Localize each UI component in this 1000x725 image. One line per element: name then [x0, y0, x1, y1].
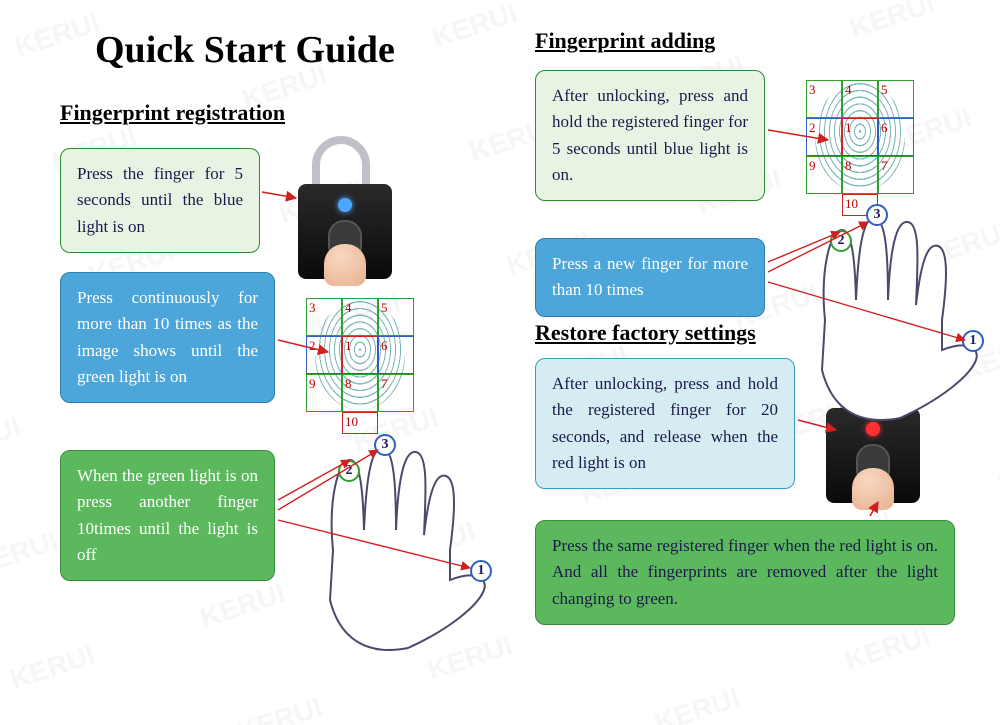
fingerprint-cell: 8	[342, 374, 378, 412]
fingerprint-cell: 3	[306, 298, 342, 336]
box-restore-step1: After unlocking, press and hold the regi…	[535, 358, 795, 489]
box-add-step1: After unlocking, press and hold the regi…	[535, 70, 765, 201]
hand-number-badge: 3	[374, 434, 396, 456]
hand-number-badge: 1	[470, 560, 492, 582]
fingerprint-cell: 5	[378, 298, 414, 336]
fingerprint-cell: 2	[306, 336, 342, 374]
fingerprint-grid-registration: 34521698710	[300, 290, 420, 440]
fingerprint-cell: 1	[842, 118, 878, 156]
box-reg-step2: Press continuously for more than 10 time…	[60, 272, 275, 403]
section-heading-restore: Restore factory settings	[535, 320, 756, 346]
section-heading-adding: Fingerprint adding	[535, 28, 715, 54]
section-heading-registration: Fingerprint registration	[60, 100, 285, 126]
fingerprint-cell: 4	[842, 80, 878, 118]
hand-number-badge: 3	[866, 204, 888, 226]
box-reg-step3: When the green light is on press another…	[60, 450, 275, 581]
fingerprint-cell: 5	[878, 80, 914, 118]
hand-image-adding: 321	[770, 200, 980, 430]
hand-image-registration: 321	[278, 430, 488, 660]
padlock-image-registration	[290, 136, 400, 281]
hand-number-badge: 2	[830, 230, 852, 252]
main-title: Quick Start Guide	[95, 28, 395, 72]
hand-number-badge: 1	[962, 330, 984, 352]
hand-number-badge: 2	[338, 460, 360, 482]
fingerprint-cell: 9	[806, 156, 842, 194]
fingerprint-cell: 7	[378, 374, 414, 412]
fingerprint-cell: 2	[806, 118, 842, 156]
box-reg-step1: Press the finger for 5 seconds until the…	[60, 148, 260, 253]
box-add-step2: Press a new finger for more than 10 time…	[535, 238, 765, 317]
fingerprint-cell: 7	[878, 156, 914, 194]
fingerprint-cell: 1	[342, 336, 378, 374]
box-restore-step2: Press the same registered finger when th…	[535, 520, 955, 625]
fingerprint-cell: 6	[878, 118, 914, 156]
fingerprint-cell: 4	[342, 298, 378, 336]
fingerprint-cell: 6	[378, 336, 414, 374]
fingerprint-cell: 3	[806, 80, 842, 118]
fingerprint-cell: 9	[306, 374, 342, 412]
page: KERUI Quick Start Guide Fingerprint regi…	[0, 0, 1000, 725]
fingerprint-cell: 8	[842, 156, 878, 194]
